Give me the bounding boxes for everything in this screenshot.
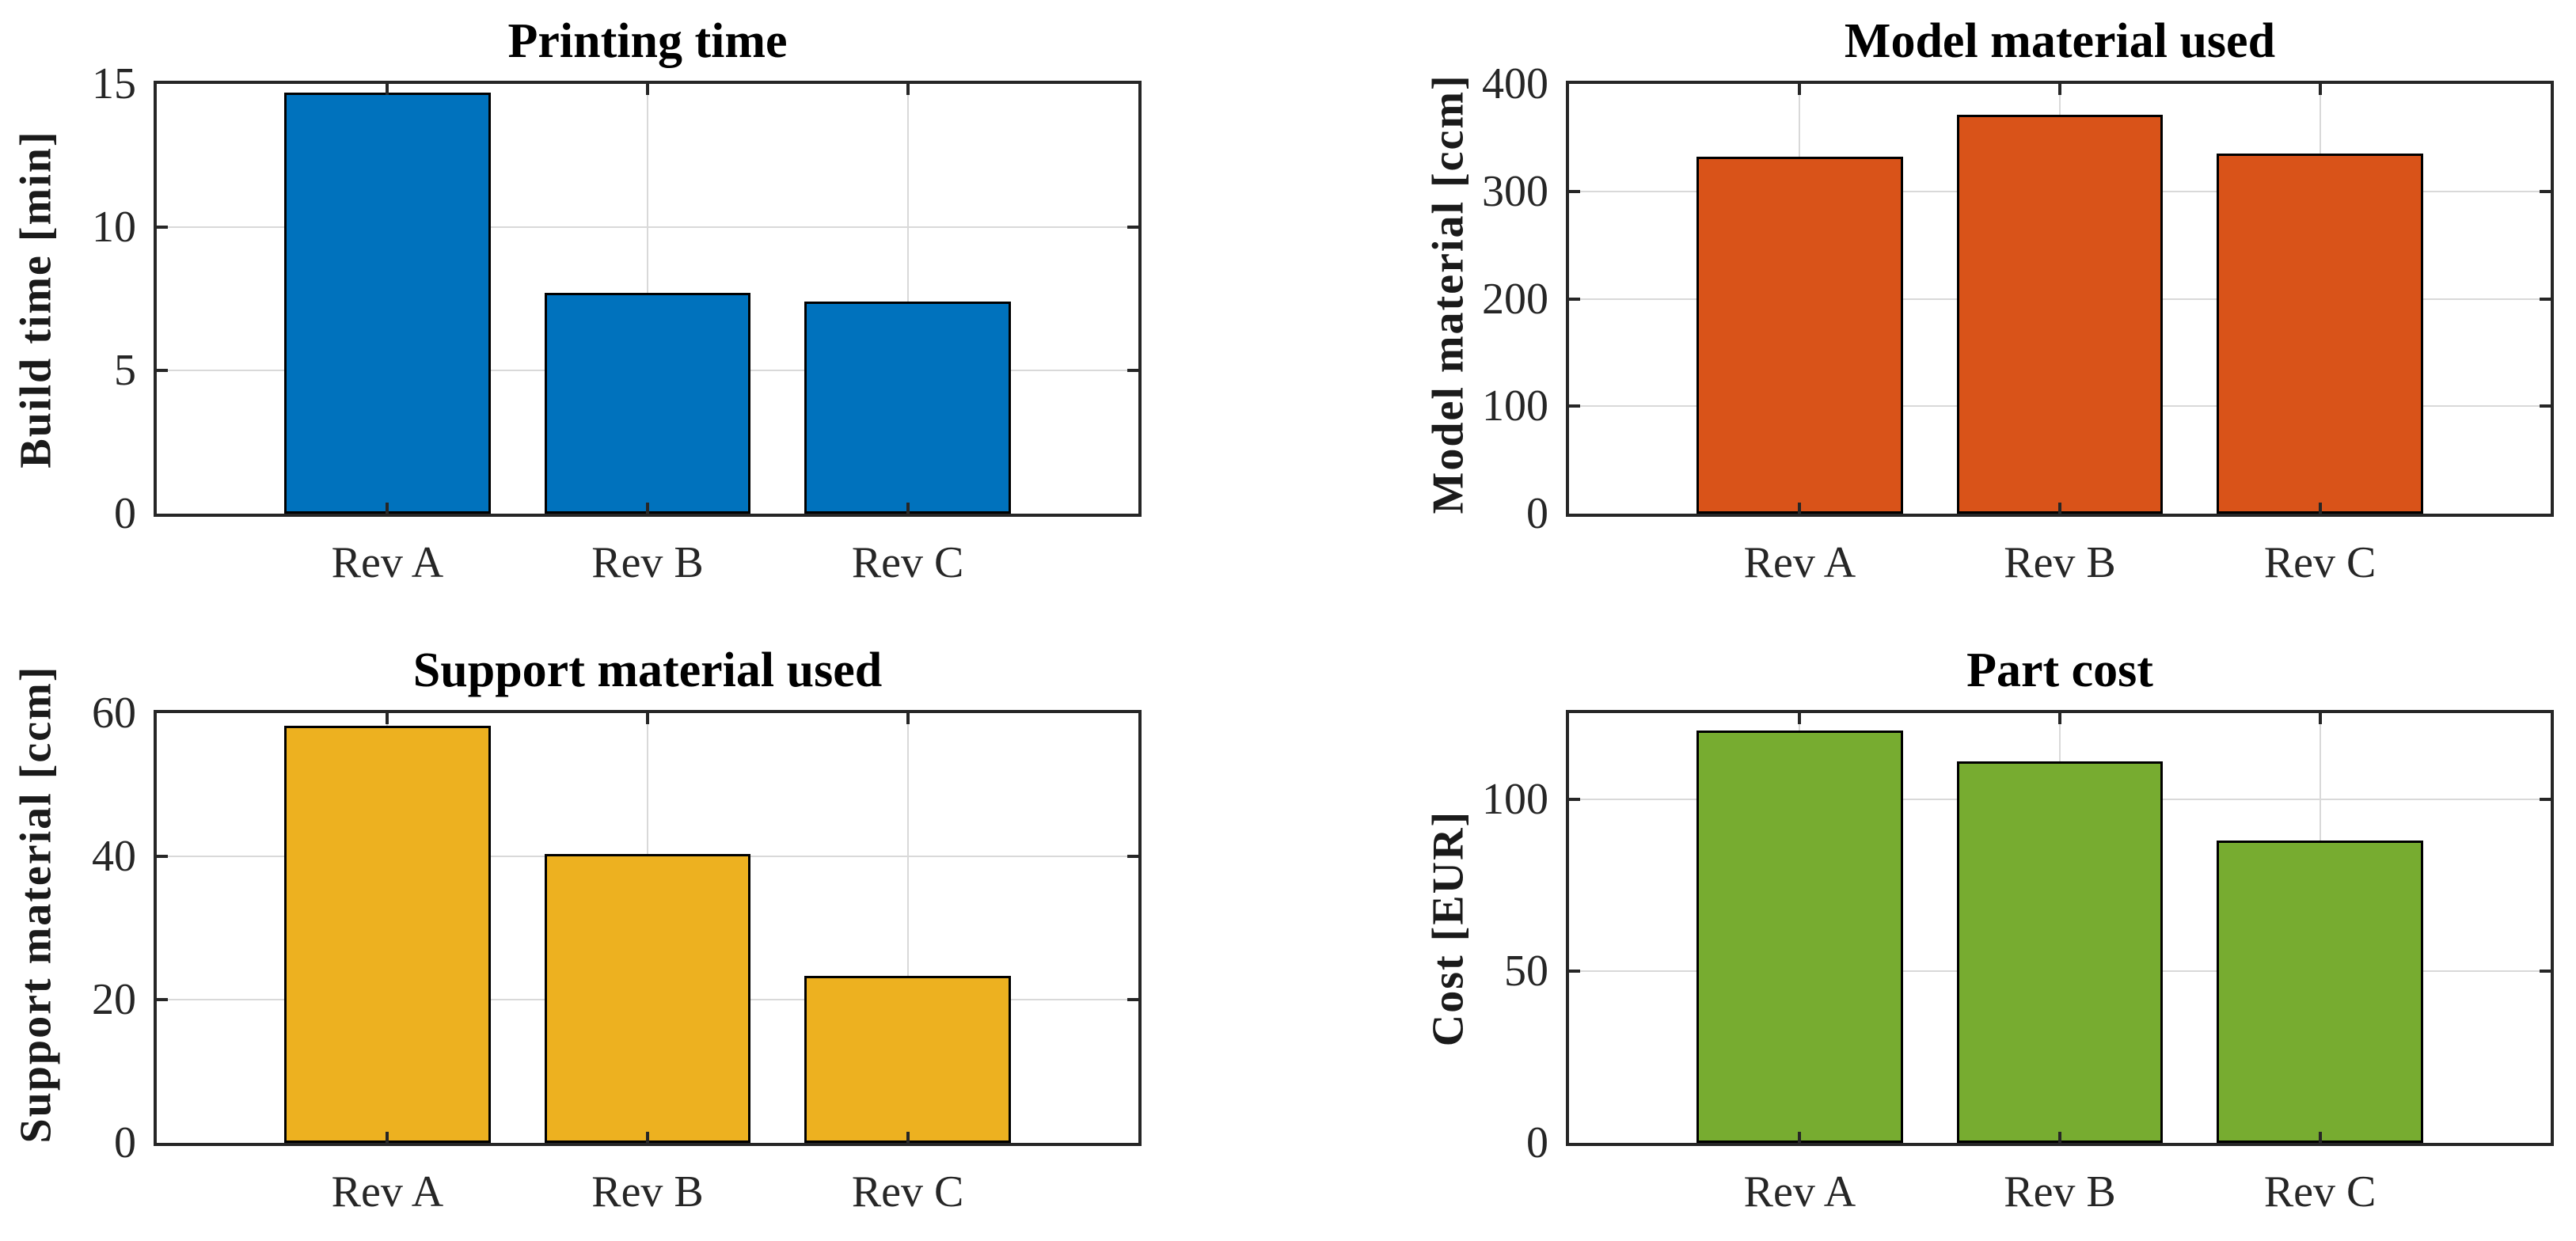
y-tick-mark [2540,969,2551,973]
y-tick-label: 400 [1482,59,1548,108]
y-tick-mark [157,855,168,858]
chart-part-cost: Part cost Cost [EUR] 0 50 100 Rev A Rev B Rev… [1424,645,2554,1214]
y-tick-mark [2540,404,2551,408]
chart-title: Printing time [507,14,788,68]
x-tick-mark [2318,1132,2322,1143]
x-tick-mark [906,84,910,95]
x-tick-mark [2058,713,2061,724]
y-tick-label: 40 [92,832,136,881]
x-tick-mark [646,713,649,724]
chart-title: Part cost [1966,643,2153,697]
y-tick-mark [1127,855,1138,858]
x-tick-label: Rev A [1743,538,1856,587]
x-tick-label: Rev C [2263,1167,2377,1216]
y-tick-label: 100 [1482,774,1548,824]
x-tick-label: Rev A [331,538,444,587]
plot-area: 0 5 10 15 Rev A Rev B Rev C [92,62,1138,585]
y-tick-label: 0 [1526,489,1548,538]
x-tick-mark [2318,713,2322,724]
x-tick-label: Rev B [2004,538,2116,587]
y-tick-mark [157,369,168,372]
x-tick-mark [646,1132,649,1143]
plot-area: 0 50 100 Rev A Rev B Rev C [1482,713,2551,1214]
y-tick-label: 200 [1482,274,1548,324]
y-axis-label: Support material [ccm] [11,665,61,1143]
y-tick-label: 0 [114,489,136,538]
x-tick-label: Rev C [2263,538,2377,587]
y-tick-mark [1127,369,1138,372]
y-tick-label: 0 [114,1118,136,1167]
y-tick-label: 5 [114,346,136,395]
y-tick-label: 10 [92,203,136,252]
x-tick-mark [2058,503,2061,514]
x-tick-mark [906,1132,910,1143]
y-tick-mark [2540,189,2551,193]
bar-rev-c [2217,840,2423,1143]
chart-title: Support material used [412,643,883,697]
y-tick-mark [2540,797,2551,801]
bar-rev-c [804,302,1011,514]
bar-rev-b [1956,761,2164,1143]
plot-area: 0 100 200 300 400 Rev A Rev B Rev C [1482,62,2551,585]
x-tick-mark [1798,1132,1802,1143]
bar-rev-b [544,293,751,514]
x-tick-label: Rev C [851,1167,964,1216]
x-tick-label: Rev C [851,538,964,587]
chart-title: Model material used [1844,14,2276,68]
y-tick-mark [157,998,168,1001]
y-tick-mark [1569,404,1580,408]
x-tick-mark [1798,503,1802,514]
y-tick-mark [2540,297,2551,301]
x-tick-mark [646,503,649,514]
x-tick-mark [646,84,649,95]
x-tick-mark [386,503,389,514]
x-tick-label: Rev A [331,1167,444,1216]
y-tick-mark [1569,297,1580,301]
y-tick-mark [1127,998,1138,1001]
y-tick-mark [1569,797,1580,801]
y-tick-label: 300 [1482,166,1548,216]
x-tick-mark [906,503,910,514]
x-tick-label: Rev B [2004,1167,2116,1216]
bar-rev-c [804,976,1011,1143]
x-tick-label: Rev A [1743,1167,1856,1216]
x-tick-mark [386,1132,389,1143]
x-tick-mark [906,713,910,724]
y-tick-mark [1569,189,1580,193]
y-tick-label: 15 [92,59,136,108]
bar-rev-b [544,854,751,1143]
x-tick-mark [2058,1132,2061,1143]
x-tick-label: Rev B [591,538,704,587]
y-axis-label: Build time [min] [11,129,61,469]
x-tick-mark [1798,713,1802,724]
y-tick-label: 0 [1526,1118,1548,1167]
y-tick-mark [157,226,168,229]
gridline-x [906,84,909,514]
bar-rev-a [1696,157,1903,514]
bar-rev-c [2217,154,2423,514]
bar-rev-a [284,92,491,514]
y-tick-mark [1569,969,1580,973]
bar-rev-b [1956,115,2164,514]
bar-rev-a [284,726,491,1143]
y-tick-mark [1127,226,1138,229]
plot-area: 0 20 40 60 Rev A Rev B Rev C [92,691,1138,1214]
gridline-x [906,713,909,1143]
x-tick-mark [2318,84,2322,95]
chart-support-material-used: Support material used Support material [… [12,645,1142,1214]
y-tick-label: 100 [1482,381,1548,431]
x-tick-mark [2058,84,2061,95]
y-tick-label: 20 [92,975,136,1024]
x-tick-mark [386,84,389,95]
y-tick-label: 60 [92,689,136,738]
x-tick-mark [1798,84,1802,95]
chart-model-material-used: Model material used Model material [ccm]… [1424,16,2554,585]
y-tick-label: 50 [1504,946,1548,996]
bar-rev-a [1696,730,1903,1143]
x-tick-label: Rev B [591,1167,704,1216]
chart-printing-time: Printing time Build time [min] 0 5 10 15 Rev… [12,16,1142,585]
x-tick-mark [386,713,389,724]
x-tick-mark [2318,503,2322,514]
